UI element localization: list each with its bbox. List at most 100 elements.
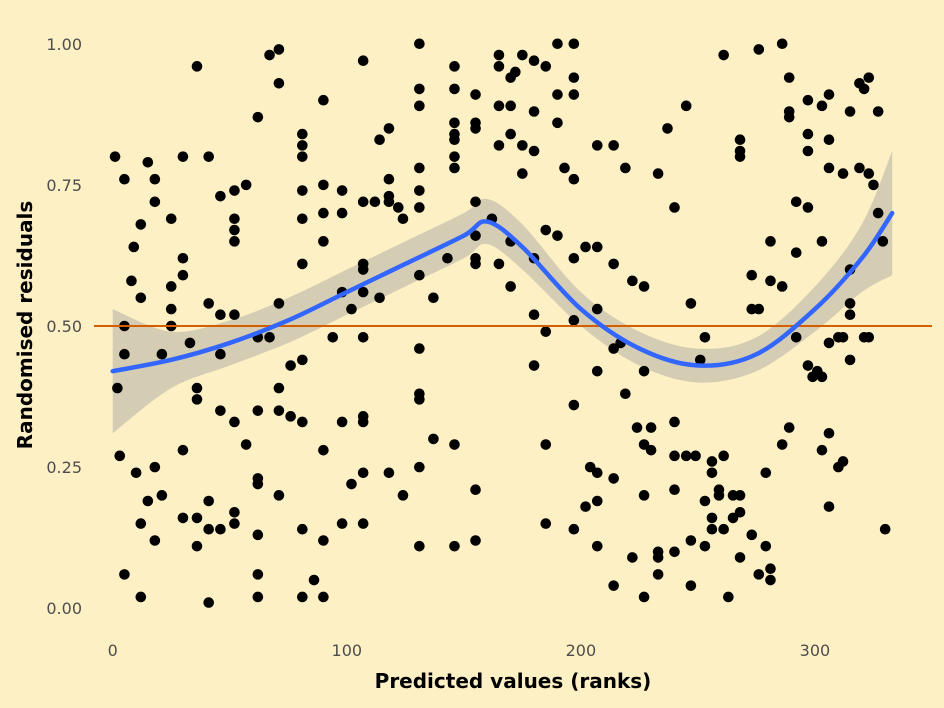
- data-point: [844, 309, 856, 321]
- data-point: [493, 61, 505, 72]
- data-point: [591, 303, 603, 315]
- data-point: [760, 467, 772, 479]
- data-point: [308, 574, 320, 586]
- data-point: [374, 292, 385, 304]
- data-point: [734, 552, 746, 563]
- data-point: [119, 348, 130, 360]
- y-axis-title: Randomised residuals: [13, 201, 37, 450]
- data-point: [414, 185, 425, 196]
- data-point: [802, 202, 814, 213]
- data-point: [297, 591, 308, 603]
- data-point: [252, 529, 264, 541]
- data-point: [638, 365, 650, 377]
- data-point: [203, 597, 214, 608]
- data-point: [357, 286, 369, 298]
- data-point: [177, 252, 189, 264]
- data-point: [165, 303, 177, 315]
- data-point: [823, 427, 835, 439]
- data-point: [165, 281, 177, 292]
- data-point: [713, 484, 725, 496]
- data-point: [142, 156, 154, 168]
- data-point: [802, 94, 814, 106]
- data-point: [297, 416, 308, 428]
- data-point: [414, 202, 425, 213]
- data-point: [790, 247, 802, 258]
- data-point: [229, 213, 240, 225]
- data-point: [638, 490, 650, 501]
- data-point: [837, 331, 849, 343]
- data-point: [765, 563, 776, 575]
- y-tick-label: 0.50: [46, 317, 82, 336]
- data-point: [760, 540, 772, 552]
- data-point: [336, 207, 348, 219]
- data-point: [528, 145, 540, 157]
- data-point: [252, 478, 264, 490]
- data-point: [669, 450, 680, 462]
- data-point: [568, 72, 580, 83]
- data-point: [215, 190, 226, 202]
- data-point: [191, 512, 203, 524]
- data-point: [493, 140, 505, 151]
- data-point: [638, 591, 650, 603]
- data-point: [734, 506, 746, 518]
- data-point: [203, 523, 214, 535]
- data-point: [112, 382, 123, 394]
- data-point: [285, 411, 296, 422]
- data-point: [369, 196, 381, 208]
- x-tick-label: 200: [566, 641, 597, 660]
- data-point: [559, 162, 570, 174]
- data-point: [669, 202, 680, 213]
- data-point: [662, 123, 673, 134]
- data-point: [252, 111, 264, 123]
- data-point: [816, 371, 828, 383]
- data-point: [414, 394, 425, 405]
- data-point: [690, 450, 701, 462]
- data-point: [790, 331, 802, 343]
- data-point: [191, 540, 203, 552]
- data-point: [393, 202, 404, 213]
- data-point: [414, 100, 425, 112]
- data-point: [119, 173, 130, 185]
- data-point: [753, 44, 765, 55]
- data-point: [718, 49, 729, 61]
- data-point: [215, 348, 226, 360]
- data-point: [568, 252, 580, 264]
- data-point: [397, 490, 409, 501]
- data-point: [645, 444, 657, 456]
- data-point: [540, 439, 552, 450]
- y-tick-label: 0.00: [46, 599, 82, 618]
- data-point: [608, 580, 619, 591]
- data-point: [608, 258, 619, 270]
- data-point: [357, 467, 369, 479]
- data-point: [383, 467, 395, 479]
- data-point: [470, 535, 481, 546]
- data-point: [114, 450, 126, 462]
- data-point: [627, 275, 638, 287]
- data-point: [620, 388, 631, 400]
- data-point: [505, 128, 516, 140]
- data-point: [318, 236, 329, 247]
- data-point: [229, 416, 240, 428]
- data-point: [357, 331, 369, 343]
- data-point: [528, 309, 540, 321]
- data-point: [346, 303, 357, 315]
- data-point: [130, 467, 142, 479]
- data-point: [318, 207, 329, 219]
- data-point: [357, 518, 369, 529]
- data-point: [470, 123, 481, 134]
- data-point: [357, 196, 369, 208]
- data-point: [669, 484, 680, 496]
- data-point: [685, 298, 697, 309]
- data-point: [753, 303, 765, 315]
- data-point: [215, 405, 226, 416]
- data-point: [264, 331, 275, 343]
- data-point: [449, 151, 460, 162]
- data-point: [177, 444, 189, 456]
- data-point: [273, 298, 285, 309]
- data-point: [879, 523, 891, 535]
- data-point: [877, 236, 889, 247]
- smooth-line-layer: [110, 210, 895, 374]
- data-point: [285, 360, 296, 371]
- x-axis-title: Predicted values (ranks): [375, 669, 652, 693]
- data-point: [680, 450, 692, 462]
